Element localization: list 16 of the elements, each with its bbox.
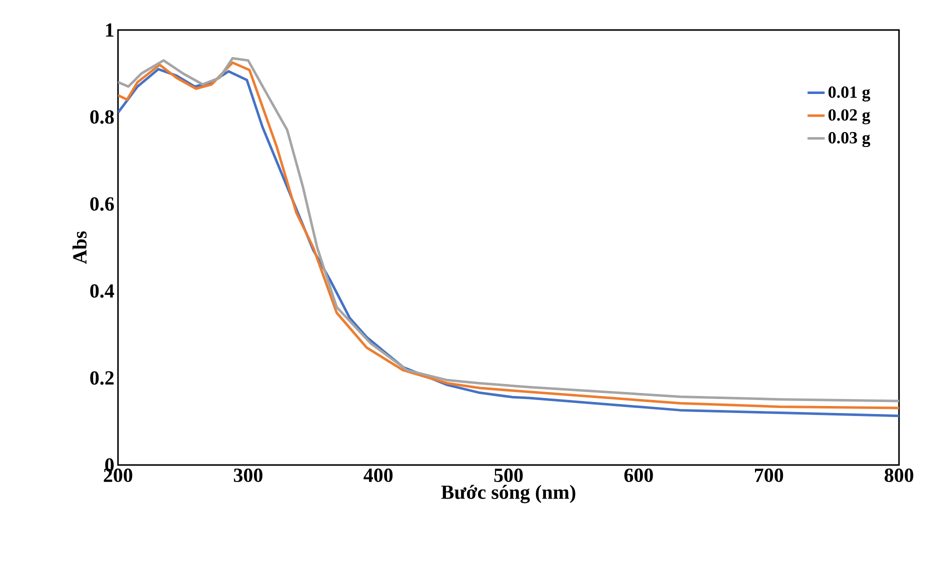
- legend-label: 0.03 g: [828, 132, 870, 148]
- y-tick-label: 0.4: [90, 284, 114, 298]
- y-tick-label: 0.6: [90, 197, 114, 211]
- x-tick-label: 500: [494, 468, 523, 482]
- y-axis-title: Abs: [72, 231, 87, 264]
- x-tick-label: 700: [754, 468, 784, 482]
- x-tick-label: 300: [234, 468, 262, 482]
- y-tick-label: 0.2: [90, 371, 114, 385]
- x-tick-label: 800: [884, 468, 914, 482]
- x-tick-label: 400: [364, 468, 393, 482]
- x-axis-title: Bước sóng (nm): [441, 484, 576, 504]
- x-tick-label: 600: [624, 468, 653, 482]
- legend-label: 0.01 g: [828, 86, 870, 102]
- y-tick-label: 0.8: [90, 110, 114, 124]
- legend-label: 0.02 g: [828, 109, 870, 124]
- y-tick-label: 1: [106, 23, 114, 37]
